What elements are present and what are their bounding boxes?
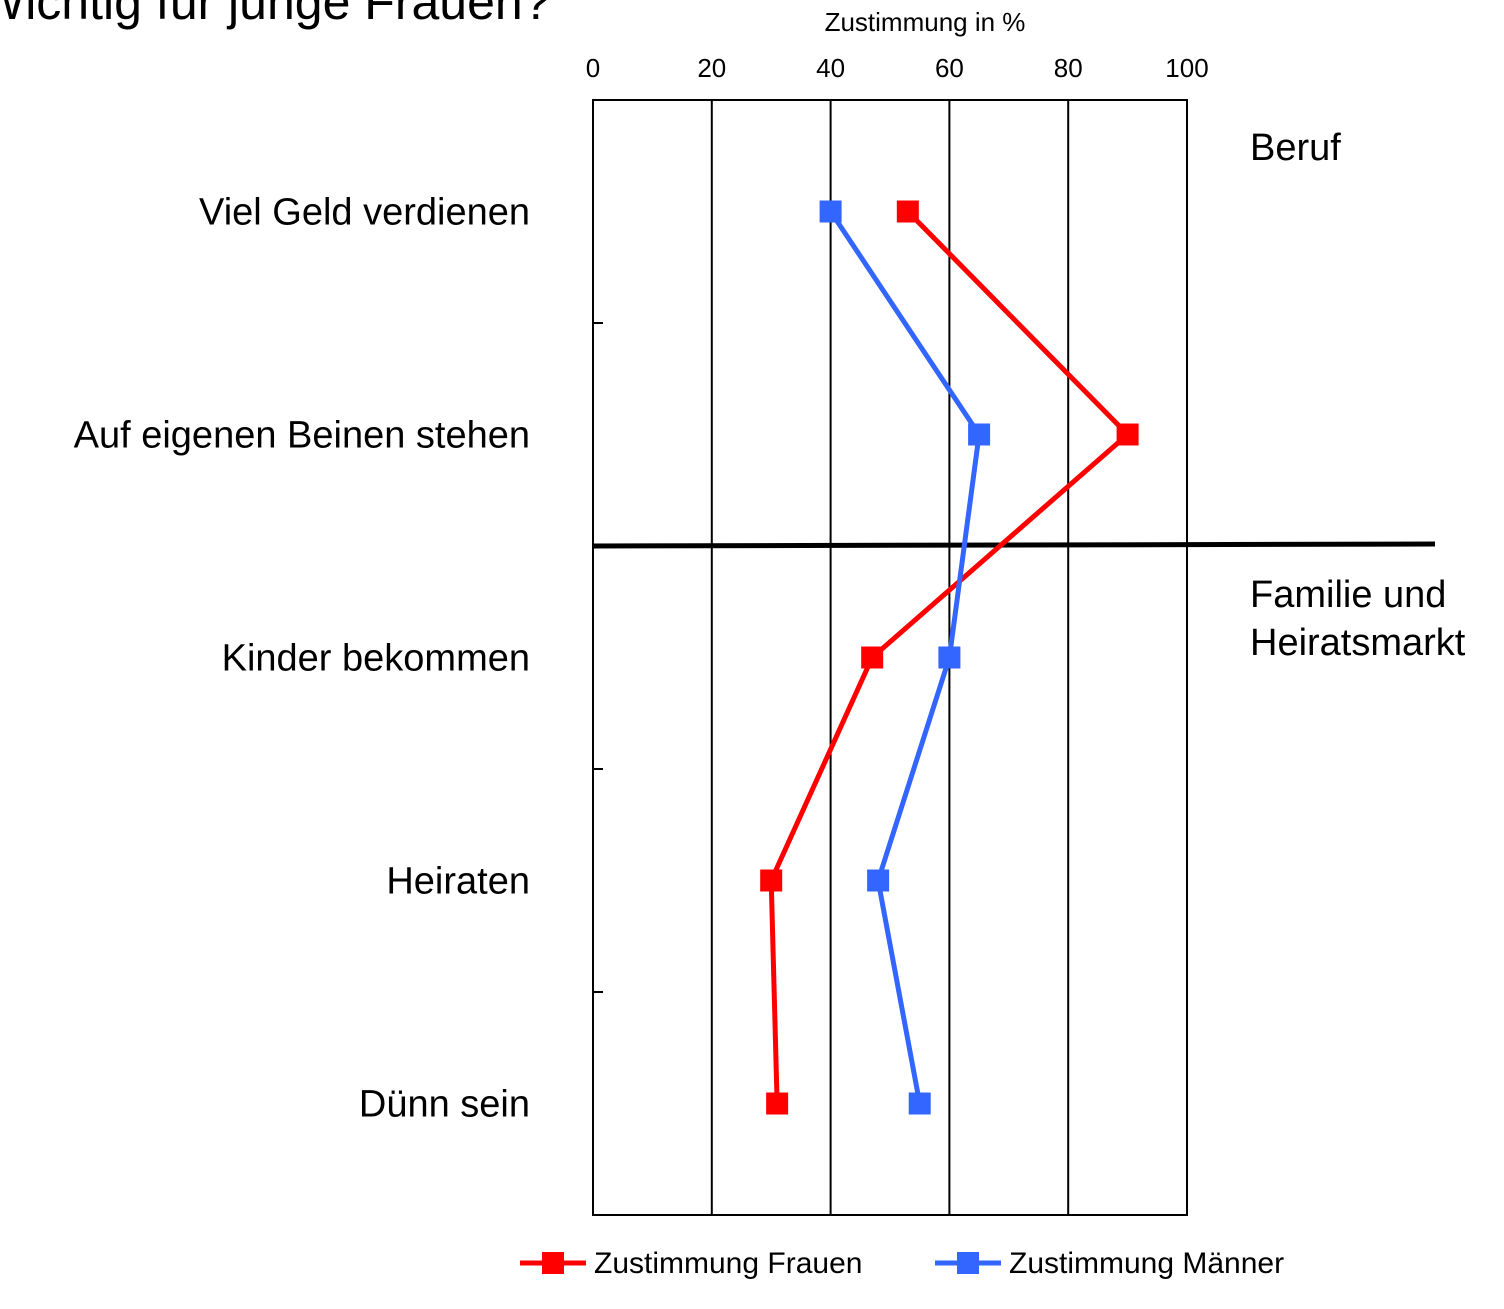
legend-label: Zustimmung Männer: [1009, 1247, 1284, 1280]
legend-marker: [957, 1252, 979, 1274]
y-tick-label: Auf eigenen Beinen stehen: [74, 415, 530, 457]
plot-frame: [592, 99, 1188, 1216]
marker: [760, 869, 783, 892]
marker: [867, 869, 890, 892]
x-tick-label: 0: [586, 53, 600, 83]
y-tick-label: Heiraten: [386, 861, 530, 903]
x-tick-label: 20: [697, 53, 726, 83]
section-divider: [592, 541, 1436, 549]
annotation: Familie und: [1250, 574, 1446, 616]
marker: [861, 646, 884, 669]
x-tick-label: 40: [816, 53, 845, 83]
annotation: Heiratsmarkt: [1250, 622, 1466, 664]
x-tick-label: 60: [935, 53, 964, 83]
marker: [896, 200, 919, 223]
x-tick-label: 100: [1165, 53, 1208, 83]
marker: [1116, 423, 1139, 446]
legend-marker: [542, 1252, 564, 1274]
legend-label: Zustimmung Frauen: [594, 1247, 862, 1280]
y-tick-label: Viel Geld verdienen: [199, 192, 530, 234]
x-axis-label: Zustimmung in %: [825, 7, 1026, 37]
annotation: Beruf: [1250, 127, 1341, 169]
marker: [908, 1092, 931, 1115]
y-tick-label: Kinder bekommen: [222, 638, 530, 680]
marker: [938, 646, 961, 669]
y-tick-label: Dünn sein: [359, 1084, 530, 1126]
marker: [819, 200, 842, 223]
marker: [968, 423, 991, 446]
chart-title: Wichtig für junge Frauen?: [0, 0, 551, 30]
x-tick-label: 80: [1054, 53, 1083, 83]
marker: [766, 1092, 789, 1115]
